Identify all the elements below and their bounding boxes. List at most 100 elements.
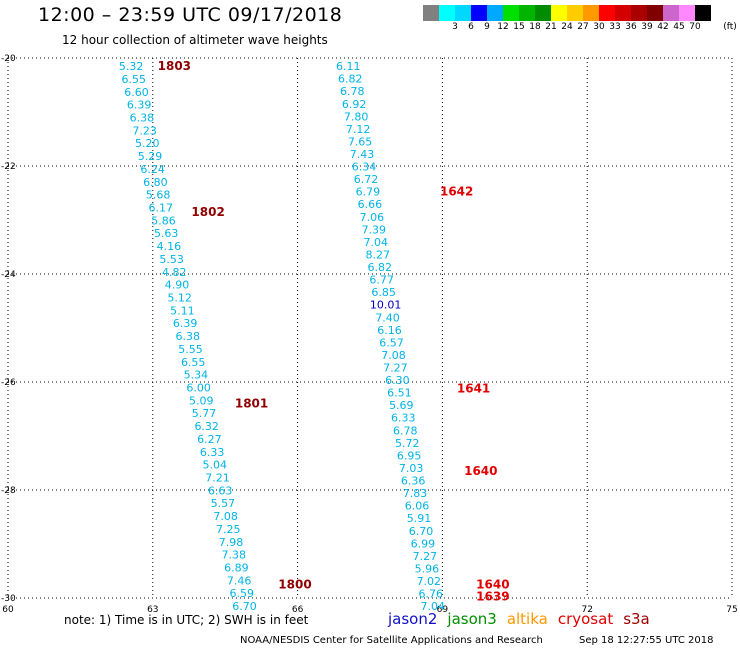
pass-time-label: 1641 xyxy=(457,381,490,395)
legend-swatch xyxy=(519,5,535,21)
wave-height-value: 6.57 xyxy=(379,336,404,349)
wave-height-value: 6.82 xyxy=(367,261,392,274)
satellite-cryosat: cryosat xyxy=(557,610,614,628)
wave-height-value: 6.70 xyxy=(232,600,257,613)
wave-height-value: 7.39 xyxy=(362,223,387,236)
legend-label: 3 xyxy=(452,22,458,32)
wave-height-value: 6.66 xyxy=(358,198,383,211)
legend-label: 70 xyxy=(689,22,701,32)
wave-height-value: 7.03 xyxy=(399,462,424,475)
legend-label: 45 xyxy=(673,22,685,32)
wave-height-value: 7.43 xyxy=(350,148,375,161)
wave-height-value: 5.77 xyxy=(192,407,217,420)
pass-time-label: 1801 xyxy=(235,397,268,411)
legend-label: 15 xyxy=(513,22,525,32)
wave-height-value: 7.08 xyxy=(381,349,406,362)
pass-time-label: 1640 xyxy=(464,464,497,478)
wave-height-value: 7.98 xyxy=(219,536,244,549)
wave-height-value: 6.99 xyxy=(411,537,436,550)
wave-height-value: 7.21 xyxy=(205,472,230,485)
wave-height-value: 7.83 xyxy=(403,487,428,500)
legend-swatch xyxy=(695,5,711,21)
wave-height-value: 4.90 xyxy=(165,279,190,292)
wave-height-value: 5.55 xyxy=(178,343,203,356)
wave-height-value: 6.95 xyxy=(397,449,422,462)
wave-height-value: 5.91 xyxy=(407,512,432,525)
wave-height-value: 6.16 xyxy=(377,324,402,337)
wave-height-value: 5.04 xyxy=(203,459,228,472)
wave-height-value: 6.78 xyxy=(340,85,365,98)
wave-height-value: 6.60 xyxy=(124,86,149,99)
wave-height-value: 6.38 xyxy=(176,330,201,343)
legend-swatch xyxy=(679,5,695,21)
legend-label: 33 xyxy=(609,22,621,32)
legend-swatch xyxy=(551,5,567,21)
legend-label: 12 xyxy=(497,22,509,32)
wave-height-value: 5.53 xyxy=(159,253,184,266)
wave-height-value: 7.04 xyxy=(364,236,389,249)
wave-height-value: 5.12 xyxy=(167,292,192,305)
legend-label: 21 xyxy=(545,22,557,32)
wave-height-value: 6.34 xyxy=(352,161,377,174)
wave-height-value: 7.46 xyxy=(227,574,252,587)
pass-time-label: 1639 xyxy=(476,589,509,603)
legend-label: 30 xyxy=(593,22,605,32)
legend-swatch xyxy=(567,5,583,21)
wave-height-value: 6.11 xyxy=(336,60,361,73)
wave-height-value: 6.63 xyxy=(208,484,233,497)
lon-tick-label: 72 xyxy=(581,605,592,615)
wave-height-value: 6.33 xyxy=(200,446,225,459)
wave-height-value: 7.38 xyxy=(221,549,246,562)
legend-swatch xyxy=(535,5,551,21)
wave-height-value: 6.59 xyxy=(230,587,255,600)
wave-height-value: 6.79 xyxy=(356,186,381,199)
map-title: 12:00 – 23:59 UTC 09/17/2018 xyxy=(38,4,343,26)
wave-height-value: 7.04 xyxy=(420,600,445,613)
wave-height-value: 7.12 xyxy=(346,123,371,136)
wave-height-value: 7.80 xyxy=(344,110,369,123)
wave-height-value: 5.63 xyxy=(154,227,179,240)
lon-tick-label: 63 xyxy=(147,605,158,615)
map-subtitle: 12 hour collection of altimeter wave hei… xyxy=(62,33,328,47)
wave-height-value: 6.30 xyxy=(385,374,410,387)
wave-height-value: 7.06 xyxy=(360,211,385,224)
wave-height-value: 4.16 xyxy=(157,240,182,253)
wave-height-value: 5.20 xyxy=(135,137,160,150)
wave-height-value: 5.32 xyxy=(119,60,144,73)
wave-height-value: 6.39 xyxy=(127,99,152,112)
wave-height-value: 6.76 xyxy=(419,588,444,601)
generated-timestamp: Sep 18 12:27:55 UTC 2018 xyxy=(579,635,714,646)
legend-swatch xyxy=(439,5,455,21)
wave-height-value: 5.11 xyxy=(170,304,195,317)
lon-tick-label: 75 xyxy=(726,605,737,615)
wave-height-value: 5.86 xyxy=(151,214,176,227)
wave-height-value: 6.55 xyxy=(181,356,206,369)
legend-swatch xyxy=(423,5,439,21)
legend-label: 9 xyxy=(484,22,490,32)
wave-height-value: 6.24 xyxy=(140,163,165,176)
legend-swatch xyxy=(503,5,519,21)
wave-height-value: 5.34 xyxy=(184,369,209,382)
legend-swatch xyxy=(455,5,471,21)
wave-height-value: 6.80 xyxy=(143,176,168,189)
legend-swatch xyxy=(615,5,631,21)
wave-height-value: 7.25 xyxy=(216,523,241,536)
wave-height-value: 6.77 xyxy=(369,274,394,287)
color-legend-labels: 3 6 9 12 15 18 21 24 27 30 33 36 39 42 45 70 (ft) xyxy=(423,22,740,34)
wave-height-value: 10.01 xyxy=(370,299,402,312)
legend-label: 18 xyxy=(529,22,541,32)
legend-label: 39 xyxy=(641,22,653,32)
satellite-s3a: s3a xyxy=(623,610,650,628)
legend-unit: (ft) xyxy=(723,22,737,32)
lon-tick-label: 66 xyxy=(292,605,304,615)
legend-swatch xyxy=(663,5,679,21)
wave-height-value: 6.32 xyxy=(194,420,219,433)
legend-swatch xyxy=(599,5,615,21)
pass-time-label: 1800 xyxy=(278,578,311,592)
legend-label: 36 xyxy=(625,22,637,32)
legend-swatch xyxy=(471,5,487,21)
wave-height-value: 7.65 xyxy=(348,135,373,148)
wave-height-value: 7.27 xyxy=(413,550,438,563)
